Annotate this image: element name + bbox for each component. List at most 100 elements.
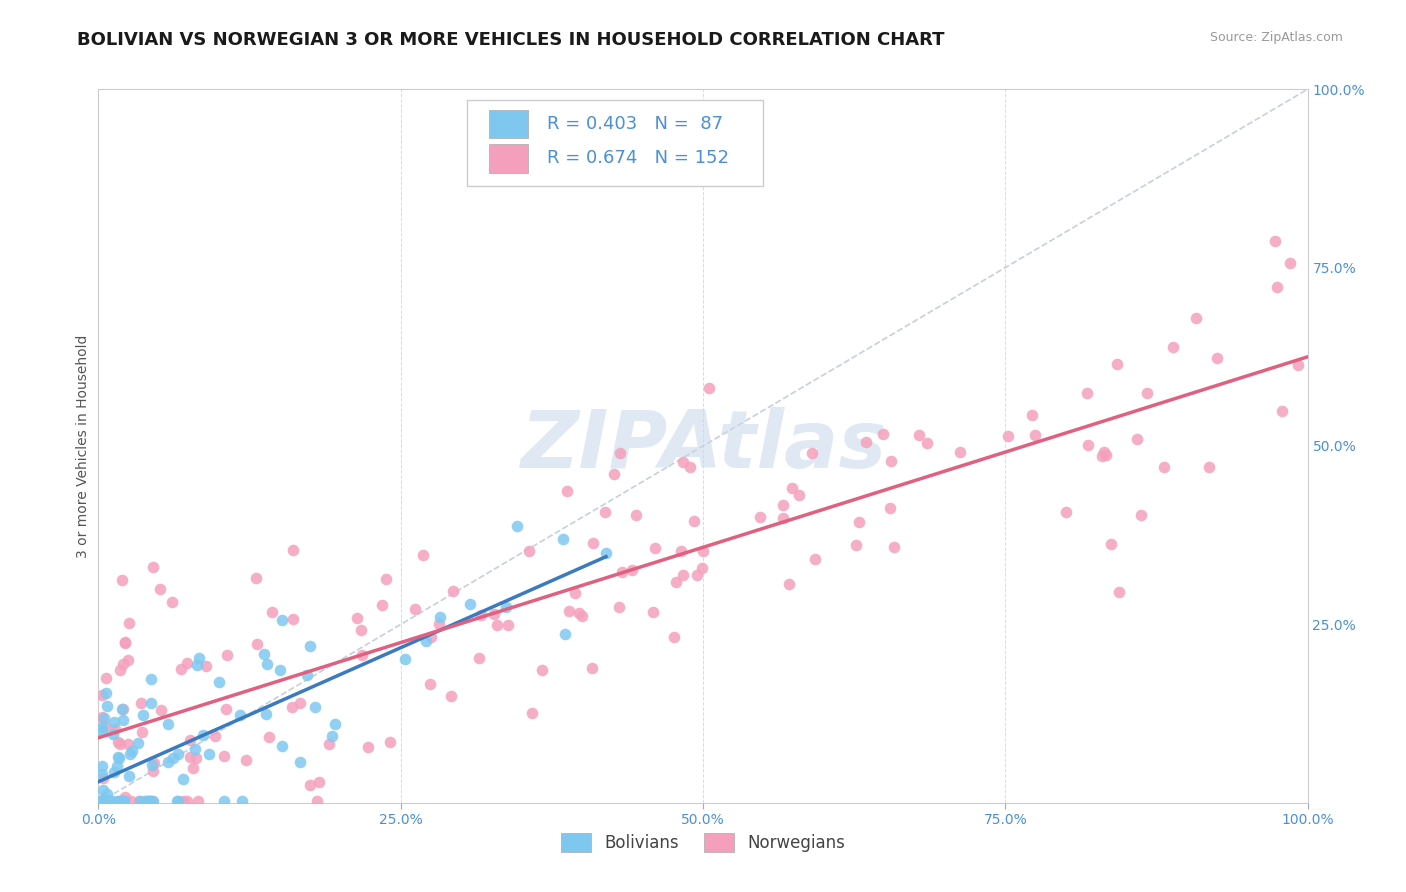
Point <box>101 727 124 741</box>
Point <box>128 794 150 808</box>
Point <box>228 708 250 723</box>
Point <box>1099 537 1122 551</box>
Point <box>641 605 664 619</box>
Point <box>419 677 441 691</box>
Point <box>290 696 312 710</box>
Point <box>305 794 328 808</box>
Point <box>581 661 603 675</box>
Point <box>143 756 166 770</box>
Point <box>1054 505 1077 519</box>
Point <box>1286 358 1309 372</box>
Point <box>127 736 149 750</box>
Point <box>271 613 294 627</box>
Point <box>778 577 800 591</box>
Point <box>1264 234 1286 248</box>
Point <box>118 616 141 631</box>
Point <box>97 794 120 808</box>
Text: R = 0.674   N = 152: R = 0.674 N = 152 <box>547 150 730 168</box>
Point <box>498 618 520 632</box>
Point <box>1136 386 1159 401</box>
Point <box>298 639 321 653</box>
Point <box>692 561 714 575</box>
Point <box>91 792 114 806</box>
Point <box>96 671 118 685</box>
Point <box>554 627 576 641</box>
Point <box>415 634 437 648</box>
Point <box>420 630 443 644</box>
Point <box>103 714 125 729</box>
Point <box>160 595 183 609</box>
Point <box>672 568 695 582</box>
Point <box>112 702 135 716</box>
Point <box>114 635 136 649</box>
Point <box>93 710 115 724</box>
Point <box>772 510 794 524</box>
Point <box>141 757 163 772</box>
Point <box>91 794 114 808</box>
Point <box>91 794 114 808</box>
Text: BOLIVIAN VS NORWEGIAN 3 OR MORE VEHICLES IN HOUSEHOLD CORRELATION CHART: BOLIVIAN VS NORWEGIAN 3 OR MORE VEHICLES… <box>77 31 945 49</box>
Point <box>270 739 292 754</box>
Point <box>141 794 163 808</box>
Point <box>204 729 226 743</box>
Point <box>1206 351 1229 365</box>
Point <box>290 755 312 769</box>
Point <box>1021 408 1043 422</box>
Point <box>531 663 554 677</box>
Point <box>378 735 401 749</box>
Point <box>468 650 491 665</box>
Point <box>855 435 877 450</box>
Point <box>129 696 152 710</box>
Point <box>96 698 118 713</box>
Point <box>142 794 165 808</box>
Point <box>458 597 481 611</box>
Point <box>94 686 117 700</box>
Point <box>671 455 693 469</box>
Point <box>593 505 616 519</box>
Point <box>607 600 630 615</box>
Point <box>787 488 810 502</box>
Point <box>142 764 165 779</box>
Point <box>191 728 214 742</box>
Point <box>1092 444 1115 458</box>
Point <box>582 536 605 550</box>
Point <box>105 759 128 773</box>
Point <box>262 605 284 619</box>
Point <box>304 699 326 714</box>
Point <box>568 607 591 621</box>
Point <box>108 663 131 677</box>
Point <box>108 751 131 765</box>
Point <box>772 498 794 512</box>
Point <box>94 794 117 808</box>
Point <box>162 751 184 765</box>
Point <box>256 657 278 671</box>
Point <box>441 583 464 598</box>
Point <box>626 508 648 522</box>
Point <box>1077 438 1099 452</box>
Point <box>404 602 426 616</box>
Point <box>108 737 131 751</box>
Point <box>346 611 368 625</box>
Point <box>110 794 132 808</box>
Point <box>281 612 304 626</box>
FancyBboxPatch shape <box>489 145 527 173</box>
Point <box>156 717 179 731</box>
Point <box>325 716 347 731</box>
Point <box>295 667 318 681</box>
Point <box>91 771 114 785</box>
Point <box>114 789 136 804</box>
Point <box>1198 460 1220 475</box>
Point <box>186 658 208 673</box>
Point <box>997 429 1019 443</box>
Point <box>132 707 155 722</box>
Point <box>156 755 179 769</box>
Point <box>553 532 575 546</box>
Point <box>111 573 134 587</box>
Point <box>269 663 291 677</box>
Legend: Bolivians, Norwegians: Bolivians, Norwegians <box>554 826 852 859</box>
Point <box>253 648 276 662</box>
Point <box>187 794 209 808</box>
Point <box>110 794 132 808</box>
Point <box>121 794 143 808</box>
Point <box>129 794 152 808</box>
